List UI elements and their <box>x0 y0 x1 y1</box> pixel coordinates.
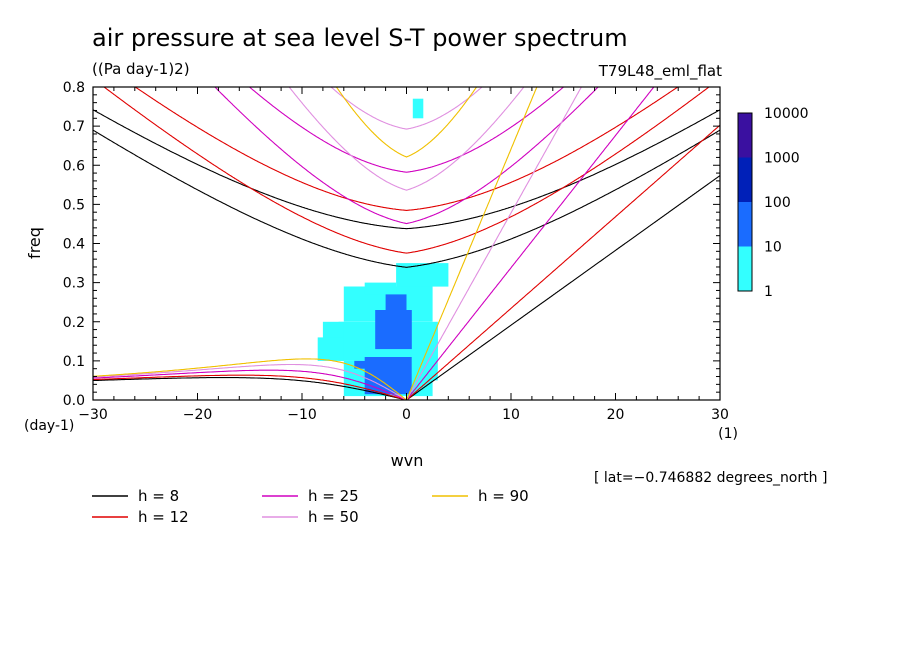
spectrum-blob-6 <box>317 337 344 361</box>
rossby-curve-h25 <box>93 369 407 400</box>
colorbar-label: 10000 <box>764 106 809 122</box>
legend-label-h25: h = 25 <box>308 487 359 505</box>
gravity-curve-n2-h12 <box>134 87 679 211</box>
colorbar-swatch-0 <box>738 113 752 158</box>
y-tick-label: 0.3 <box>63 276 85 292</box>
run-label: T79L48_eml_flat <box>598 62 722 81</box>
gravity-curve-n2-h8 <box>93 109 720 230</box>
y-axis-label: freq <box>25 227 44 259</box>
axis-tick-labels: −30 −20 −10 0 10 20 30 0.0 0.1 0.2 0.3 0.4 0.5 0.6 0.7… <box>63 80 729 423</box>
x-tick-label: −10 <box>287 407 317 423</box>
y-tick-label: 0.7 <box>63 119 85 135</box>
kelvin-curve-h8 <box>406 175 720 400</box>
x-tick-label: −30 <box>78 407 108 423</box>
rossby-curve-h12 <box>93 374 407 400</box>
x-axis-label: wvn <box>391 451 424 470</box>
spectrum-shading <box>317 98 449 397</box>
chart-title: air pressure at sea level S-T power spec… <box>92 24 628 52</box>
spectrum-blob-11 <box>354 360 376 369</box>
rossby-curve-h90 <box>93 358 407 400</box>
gravity-curve-n1-h50 <box>288 87 525 191</box>
legend-label-h8: h = 8 <box>138 487 179 505</box>
legend-label-h50: h = 50 <box>308 508 359 526</box>
gravity-curve-n2-h25 <box>248 87 565 173</box>
gravity-curve-n1-h8 <box>93 129 720 268</box>
spectrum-blob-4 <box>364 282 397 295</box>
colorbar: 10000 1000 100 10 1 <box>737 106 809 300</box>
latitude-footnote: [ lat=−0.746882 degrees_north ] <box>594 470 827 486</box>
y-axis-unit: (day-1) <box>24 418 74 434</box>
x-tick-label: 10 <box>502 407 520 423</box>
colorbar-swatch-3 <box>738 246 752 291</box>
rossby-curve-h8 <box>93 377 407 400</box>
x-tick-label: 0 <box>402 407 411 423</box>
legend: h = 8 h = 12 h = 25 h = 50 h = 90 <box>92 487 529 526</box>
legend-label-h12: h = 12 <box>138 508 189 526</box>
x-tick-label: 30 <box>711 407 729 423</box>
x-tick-label: −20 <box>183 407 213 423</box>
y-tick-label: 0.1 <box>63 354 85 370</box>
kelvin-curve-h50 <box>406 87 583 400</box>
spectrum-blob-3 <box>396 263 449 287</box>
colorbar-swatch-1 <box>738 157 752 202</box>
colorbar-swatch-2 <box>738 202 752 247</box>
chart-units: ((Pa day-1)2) <box>92 60 190 78</box>
y-tick-label: 0.2 <box>63 315 85 331</box>
y-tick-label: 0.0 <box>63 393 85 409</box>
y-tick-label: 0.5 <box>63 197 85 213</box>
x-axis-unit: (1) <box>718 426 738 442</box>
gravity-curve-n2-h50 <box>330 87 483 130</box>
spectrum-blob-8 <box>412 98 424 119</box>
spectrum-blob-10 <box>375 310 412 350</box>
x-tick-label: 20 <box>607 407 625 423</box>
colorbar-label: 1 <box>764 284 773 300</box>
colorbar-label: 10 <box>764 240 782 256</box>
kelvin-curve-h25 <box>406 87 655 400</box>
axis-ticks <box>92 86 721 401</box>
spectrum-blob-12 <box>385 294 407 310</box>
kelvin-curve-h12 <box>406 124 720 400</box>
dispersion-curves <box>93 87 720 400</box>
y-tick-label: 0.8 <box>63 80 85 96</box>
colorbar-label: 1000 <box>764 151 800 167</box>
rossby-curve-h50 <box>93 363 407 400</box>
kelvin-curve-h90 <box>405 87 538 400</box>
gravity-curve-n1-h12 <box>103 87 710 254</box>
gravity-curve-n1-h90 <box>335 87 478 158</box>
y-tick-label: 0.6 <box>63 158 85 174</box>
gravity-curve-n1-h25 <box>214 87 599 225</box>
y-tick-label: 0.4 <box>63 237 85 253</box>
legend-label-h90: h = 90 <box>478 487 529 505</box>
colorbar-label: 100 <box>764 195 791 211</box>
spectrum-blob-5 <box>322 321 344 342</box>
